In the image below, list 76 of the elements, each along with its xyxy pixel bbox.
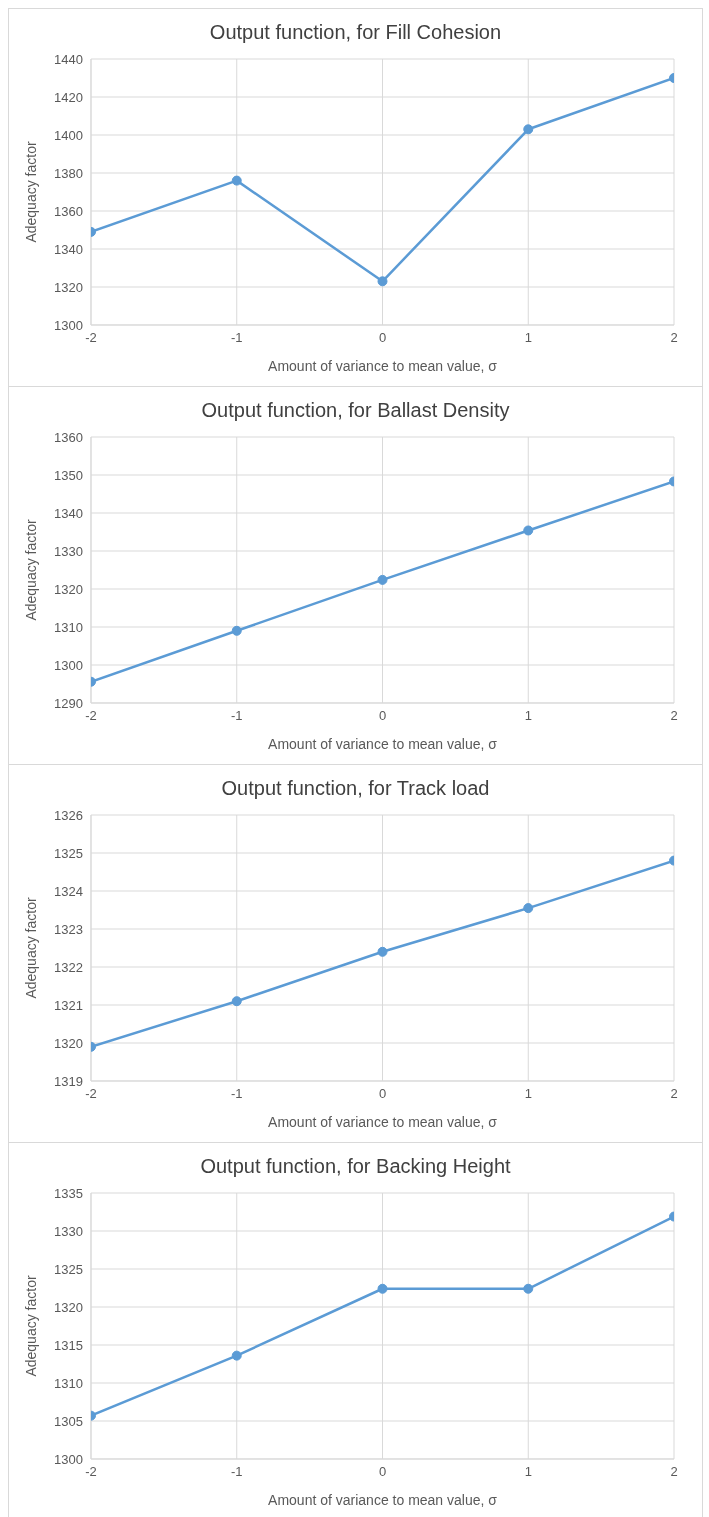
x-tick-label: -1 bbox=[230, 1464, 243, 1480]
y-tick-label: 1322 bbox=[54, 959, 83, 975]
point bbox=[523, 124, 534, 135]
point bbox=[523, 525, 534, 536]
y-tick-label: 1324 bbox=[54, 883, 83, 899]
point bbox=[377, 276, 388, 287]
chart-title: Output function, for Fill Cohesion bbox=[208, 20, 503, 45]
x-tick-label: -2 bbox=[85, 1086, 97, 1102]
y-tick-label: 1320 bbox=[54, 1299, 83, 1315]
y-tick-label: 1340 bbox=[54, 505, 83, 521]
y-tick-label: 1290 bbox=[54, 695, 83, 711]
y-tick-label: 1319 bbox=[54, 1073, 83, 1089]
x-axis-title: Amount of variance to mean value, σ bbox=[268, 1114, 498, 1130]
x-tick-label: 2 bbox=[670, 1464, 678, 1480]
x-tick-label: 2 bbox=[670, 708, 678, 724]
y-tick-label: 1300 bbox=[54, 317, 83, 333]
y-tick-label: 1305 bbox=[54, 1413, 83, 1429]
point bbox=[231, 175, 242, 186]
x-tick-label: 1 bbox=[524, 708, 532, 724]
y-tick-label: 1320 bbox=[54, 1035, 83, 1051]
y-tick-label: 1320 bbox=[54, 581, 83, 597]
point bbox=[231, 625, 242, 636]
y-tick-label: 1326 bbox=[54, 807, 83, 823]
x-tick-label: 0 bbox=[378, 708, 387, 724]
y-tick-label: 1310 bbox=[54, 1375, 83, 1391]
x-tick-label: -2 bbox=[85, 330, 97, 346]
y-tick-label: 1420 bbox=[54, 89, 83, 105]
y-tick-label: 1300 bbox=[54, 1451, 83, 1467]
y-axis-title: Adequacy factor bbox=[22, 519, 39, 621]
x-tick-label: 1 bbox=[524, 330, 532, 346]
y-tick-label: 1323 bbox=[54, 921, 83, 937]
y-tick-label: 1330 bbox=[54, 543, 83, 559]
y-axis-title: Adequacy factor bbox=[22, 897, 39, 999]
y-tick-label: 1360 bbox=[54, 429, 83, 445]
y-tick-label: 1440 bbox=[54, 51, 83, 67]
x-axis-title: Amount of variance to mean value, σ bbox=[268, 358, 498, 374]
x-tick-label: -2 bbox=[85, 1464, 97, 1480]
x-tick-label: 0 bbox=[378, 1086, 387, 1102]
x-tick-label: 0 bbox=[378, 1464, 387, 1480]
y-tick-label: 1400 bbox=[54, 127, 83, 143]
y-tick-label: 1310 bbox=[54, 619, 83, 635]
y-tick-label: 1321 bbox=[54, 997, 83, 1013]
y-tick-label: 1325 bbox=[54, 845, 83, 861]
y-tick-label: 1350 bbox=[54, 467, 83, 483]
chart-title: Output function, for Backing Height bbox=[199, 1154, 512, 1179]
point bbox=[377, 946, 388, 957]
x-tick-label: -1 bbox=[230, 708, 243, 724]
y-tick-label: 1315 bbox=[54, 1337, 83, 1353]
x-tick-label: -1 bbox=[230, 330, 243, 346]
point bbox=[377, 1283, 388, 1294]
y-tick-label: 1340 bbox=[54, 241, 83, 257]
x-axis-title: Amount of variance to mean value, σ bbox=[268, 736, 498, 752]
point bbox=[523, 1283, 534, 1294]
x-tick-label: 1 bbox=[524, 1464, 532, 1480]
point bbox=[377, 574, 388, 585]
y-tick-label: 1320 bbox=[54, 279, 83, 295]
y-tick-label: 1360 bbox=[54, 203, 83, 219]
chart-title: Output function, for Ballast Density bbox=[200, 398, 511, 423]
point bbox=[231, 1350, 242, 1361]
chart-title: Output function, for Track load bbox=[220, 776, 491, 801]
x-axis-title: Amount of variance to mean value, σ bbox=[268, 1492, 498, 1508]
y-tick-label: 1380 bbox=[54, 165, 83, 181]
x-tick-label: 2 bbox=[670, 1086, 678, 1102]
y-tick-label: 1325 bbox=[54, 1261, 83, 1277]
x-tick-label: -2 bbox=[85, 708, 97, 724]
x-tick-label: 1 bbox=[524, 1086, 532, 1102]
point bbox=[231, 996, 242, 1007]
x-tick-label: -1 bbox=[230, 1086, 243, 1102]
y-axis-title: Adequacy factor bbox=[22, 1275, 39, 1377]
x-tick-label: 0 bbox=[378, 330, 387, 346]
point bbox=[523, 903, 534, 914]
y-tick-label: 1330 bbox=[54, 1223, 83, 1239]
y-tick-label: 1300 bbox=[54, 657, 83, 673]
y-tick-label: 1335 bbox=[54, 1185, 83, 1201]
x-tick-label: 2 bbox=[670, 330, 678, 346]
y-axis-title: Adequacy factor bbox=[22, 141, 39, 243]
